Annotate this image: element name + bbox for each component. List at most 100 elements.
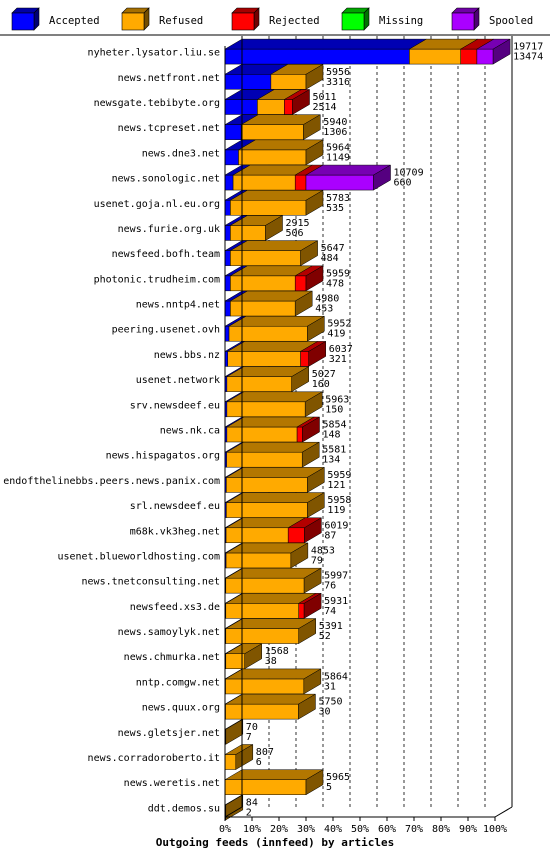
bar-end-face xyxy=(303,567,322,594)
feed-offered-count: 5940 xyxy=(323,117,347,128)
bar-end-face xyxy=(307,466,325,493)
bar-end-face xyxy=(307,315,325,342)
feed-offered-count: 5997 xyxy=(324,571,348,582)
feed-offered-count: 4980 xyxy=(315,294,339,305)
feed-accepted-count: 134 xyxy=(322,455,340,466)
x-tick-label: 20% xyxy=(270,824,288,835)
feed-name: news.chmurka.net xyxy=(124,652,220,663)
bar-segment-accepted xyxy=(224,174,234,191)
feed-offered-count: 5027 xyxy=(312,369,336,380)
bar-segment-refused xyxy=(226,477,308,493)
bar-end-face xyxy=(292,89,310,115)
feed-name: news.hispagatos.org xyxy=(106,451,220,462)
legend-swatch-accepted xyxy=(11,12,35,31)
bar-segment-refused xyxy=(226,426,298,443)
feed-name: news.tcpreset.net xyxy=(118,123,220,134)
bar-segment-accepted xyxy=(224,74,272,90)
feed-name: news.dne3.net xyxy=(142,148,220,159)
bar-end-face xyxy=(303,592,322,619)
bar-end-face xyxy=(305,769,324,796)
legend-label-refused: Refused xyxy=(159,15,203,27)
bar-segment-accepted xyxy=(224,48,410,65)
bar-segment-accepted xyxy=(224,225,231,241)
feed-accepted-count: 87 xyxy=(324,530,336,541)
bar-segment-refused xyxy=(226,502,308,518)
bar-segment-refused xyxy=(226,401,306,418)
x-tick-label: 50% xyxy=(351,824,369,835)
bars: nyheter.lysator.liu.se1971713474news.net… xyxy=(3,38,543,821)
feed-offered-count: 5864 xyxy=(324,671,348,682)
feed-offered-count: 5959 xyxy=(327,470,351,481)
feed-accepted-count: 2514 xyxy=(313,102,337,113)
feed-accepted-count: 453 xyxy=(315,304,333,315)
bar-end-face xyxy=(305,63,324,90)
feed-name: news.corradoroberto.it xyxy=(88,753,220,764)
bar-segment-refused xyxy=(409,48,461,65)
feed-name: srv.newsdeef.eu xyxy=(130,400,220,411)
legend-label-spooled: Spooled xyxy=(489,15,533,27)
feed-offered-count: 5952 xyxy=(327,319,351,330)
feed-offered-count: 5647 xyxy=(321,243,345,254)
feed-accepted-count: 7 xyxy=(246,732,252,743)
legend-label-rejected: Rejected xyxy=(269,15,320,27)
feed-offered-count: 19717 xyxy=(513,42,543,53)
feed-name: news.quux.org xyxy=(142,703,220,714)
feed-offered-count: 5854 xyxy=(322,420,346,431)
x-tick-label: 90% xyxy=(459,824,477,835)
feed-offered-count: 5581 xyxy=(322,445,346,456)
bar-segment-accepted xyxy=(224,300,231,317)
x-tick-label: 80% xyxy=(432,824,450,835)
bar-end-face xyxy=(298,618,316,644)
feed-offered-count: 5750 xyxy=(318,697,342,708)
feed-name: news.furie.org.uk xyxy=(118,224,220,235)
bar-segment-refused xyxy=(230,250,301,266)
feed-name: news.weretis.net xyxy=(124,778,220,789)
feed-offered-count: 4853 xyxy=(311,545,335,556)
feed-name: m68k.vk3heg.net xyxy=(130,526,220,537)
bar-end-face xyxy=(244,643,262,670)
bar-end-face xyxy=(235,744,254,770)
bar-segment-refused xyxy=(224,754,237,770)
feed-offered-count: 10709 xyxy=(394,168,424,179)
feed-name: nntp.comgw.net xyxy=(136,677,220,688)
bar-segment-refused xyxy=(270,74,307,90)
bar-segment-refused xyxy=(226,376,292,392)
legend-swatch-rejected xyxy=(231,12,255,31)
bar-segment-rejected xyxy=(294,174,307,191)
bar-segment-refused xyxy=(225,527,289,544)
legend: Accepted Refused Rejected Missing Spooled xyxy=(0,7,550,36)
axes: 0% 10% 20% 30% 40% 50% 60% 70% 80% 90% 100% xyxy=(219,36,513,835)
bar-end-face xyxy=(307,492,325,519)
bar-segment-accepted xyxy=(224,124,242,140)
x-tick-label: 30% xyxy=(297,824,315,835)
feed-accepted-count: 484 xyxy=(321,253,339,264)
feed-accepted-count: 321 xyxy=(329,354,347,365)
origin-corner xyxy=(224,806,243,818)
feed-offered-count: 5783 xyxy=(326,193,350,204)
bar-segment-accepted xyxy=(224,200,231,216)
bar-end-face xyxy=(303,668,322,695)
feed-name: ddt.demos.su xyxy=(148,803,220,814)
bar-end-face xyxy=(303,114,321,141)
feed-accepted-count: 535 xyxy=(326,203,344,214)
feed-name: news.bbs.nz xyxy=(154,350,220,361)
bar-end-face xyxy=(308,340,326,367)
feed-name: news.gletsjer.net xyxy=(118,728,220,739)
feed-offered-count: 5391 xyxy=(319,621,343,632)
feed-accepted-count: 150 xyxy=(325,404,343,415)
bar-segment-refused xyxy=(225,703,299,720)
